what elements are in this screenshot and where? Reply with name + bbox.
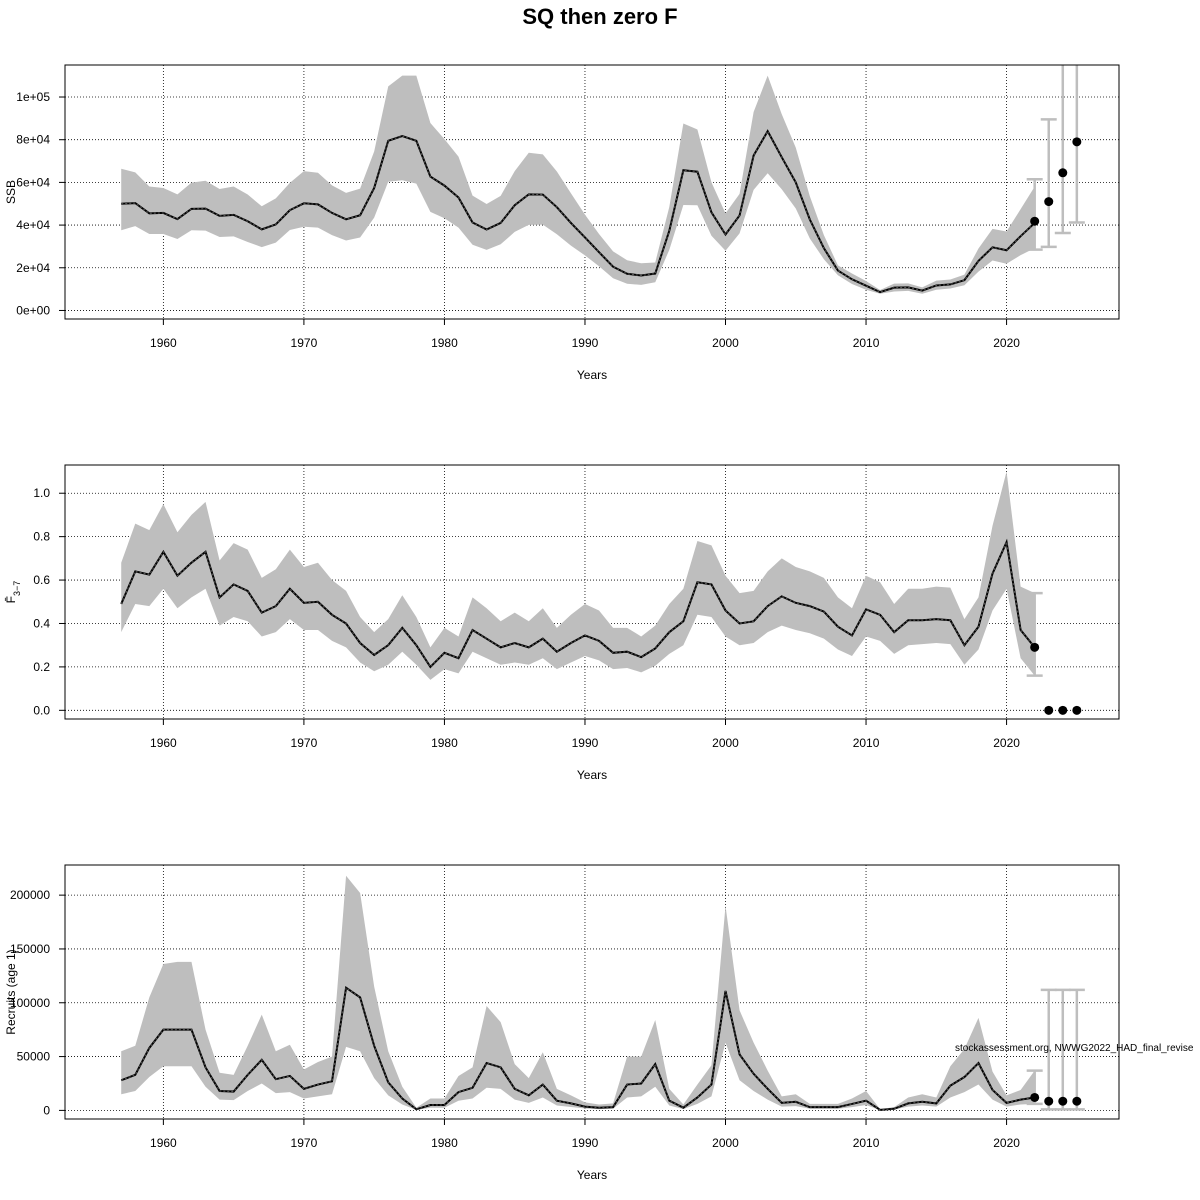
x-tick-label: 2020 bbox=[993, 336, 1020, 350]
x-tick-label: 1980 bbox=[431, 736, 458, 750]
projection-point bbox=[1058, 1096, 1068, 1106]
x-tick-label: 1960 bbox=[150, 1136, 177, 1150]
plot-frame bbox=[64, 64, 1120, 320]
projection-point bbox=[1058, 168, 1068, 178]
panel-fbar: 1960 1970 1980 1990 2000 2010 2020 0.0 0.2 0.4 0.6… bbox=[4, 464, 1120, 782]
x-tick-label: 1960 bbox=[150, 336, 177, 350]
x-tick-label: 1960 bbox=[150, 736, 177, 750]
x-tick-label: 1990 bbox=[572, 736, 599, 750]
y-tick-label: 8e+04 bbox=[16, 133, 50, 147]
projection-point bbox=[1044, 1096, 1054, 1106]
y-axis-label: Recruits (age 1) bbox=[4, 949, 18, 1034]
projection-point bbox=[1030, 642, 1040, 652]
estimate-line-dotted bbox=[121, 130, 1036, 293]
y-tick-label: 0.4 bbox=[33, 616, 50, 630]
y-tick-label: 1.0 bbox=[33, 486, 50, 500]
y-tick-label: 100000 bbox=[10, 996, 50, 1010]
projection-point bbox=[1072, 137, 1082, 147]
y-tick-label: 4e+04 bbox=[16, 218, 50, 232]
x-tick-label: 1990 bbox=[572, 336, 599, 350]
projection-point bbox=[1072, 705, 1082, 715]
x-tick-label: 1990 bbox=[572, 1136, 599, 1150]
projection-point bbox=[1072, 1096, 1082, 1106]
x-tick-label: 2010 bbox=[853, 336, 880, 350]
x-tick-label: 1980 bbox=[431, 1136, 458, 1150]
x-tick-label: 2020 bbox=[993, 1136, 1020, 1150]
estimate-line-dotted bbox=[120, 540, 1036, 668]
panel-ssb: 1960 1970 1980 1990 2000 2010 2020 0e+00 2e+04 4e… bbox=[4, 64, 1120, 382]
x-tick-label: 1970 bbox=[291, 1136, 318, 1150]
projection-point bbox=[1058, 705, 1068, 715]
x-axis-label: Years bbox=[577, 368, 607, 382]
projection-point bbox=[1030, 216, 1040, 226]
y-tick-label: 1e+05 bbox=[16, 90, 50, 104]
figure-title: SQ then zero F bbox=[522, 4, 677, 29]
y-tick-label: 0e+00 bbox=[16, 303, 50, 317]
y-tick-label: 50000 bbox=[17, 1050, 51, 1064]
y-tick-label: 200000 bbox=[10, 888, 50, 902]
y-tick-label: 0.2 bbox=[33, 660, 50, 674]
projection-point bbox=[1044, 705, 1054, 715]
panel-recruits: 1960 1970 1980 1990 2000 2010 2020 0 50000 100000… bbox=[4, 864, 1120, 1182]
confidence-band bbox=[121, 75, 1035, 294]
footnote: stockassessment.org, NWWG2022_HAD_final_… bbox=[955, 1043, 1194, 1054]
x-tick-label: 2010 bbox=[853, 736, 880, 750]
x-axis-label: Years bbox=[577, 768, 607, 782]
x-tick-label: 2000 bbox=[712, 736, 739, 750]
x-tick-label: 2010 bbox=[853, 1136, 880, 1150]
estimate-line-dotted bbox=[121, 986, 1035, 1111]
y-tick-label: 2e+04 bbox=[16, 261, 50, 275]
y-tick-label: 150000 bbox=[10, 942, 50, 956]
projection-point bbox=[1044, 197, 1054, 207]
x-tick-label: 2020 bbox=[993, 736, 1020, 750]
x-tick-label: 1970 bbox=[291, 736, 318, 750]
x-tick-label: 1970 bbox=[291, 336, 318, 350]
x-tick-label: 1980 bbox=[431, 336, 458, 350]
y-tick-label: 6e+04 bbox=[16, 175, 50, 189]
plot-frame bbox=[64, 464, 1120, 720]
x-tick-label: 2000 bbox=[712, 1136, 739, 1150]
x-tick-label: 2000 bbox=[712, 336, 739, 350]
x-axis-label: Years bbox=[577, 1168, 607, 1182]
y-axis-label-subscript: 3−7 bbox=[12, 581, 22, 596]
confidence-band bbox=[121, 875, 1035, 1111]
y-tick-label: 0.8 bbox=[33, 530, 50, 544]
projection-point bbox=[1030, 1092, 1040, 1102]
y-tick-label: 0 bbox=[43, 1103, 50, 1117]
y-axis-label: SSB bbox=[4, 180, 18, 204]
y-tick-label: 0.0 bbox=[33, 703, 50, 717]
y-tick-label: 0.6 bbox=[33, 573, 50, 587]
plot-frame bbox=[64, 864, 1120, 1120]
